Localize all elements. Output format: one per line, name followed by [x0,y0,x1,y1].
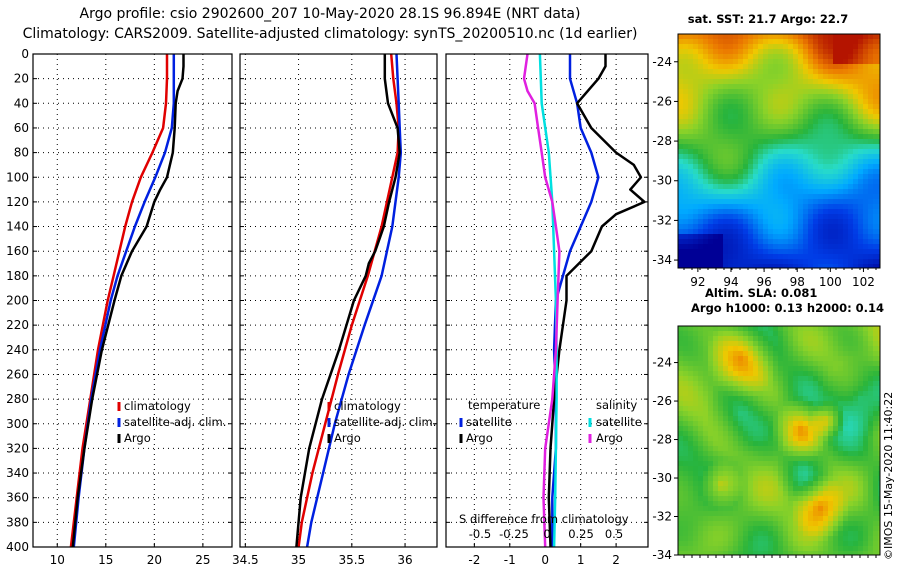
legend-label: satellite-adj. clim. [124,415,226,429]
y-tick-label: 260 [6,367,29,381]
legend-label: Argo [596,431,623,445]
y-tick-label: -28 [652,134,672,148]
sla-map-title-line1: Altim. SLA: 0.081 [705,286,817,300]
sst-map-title: sat. SST: 21.7 Argo: 22.7 [688,12,848,26]
y-tick-label: 200 [6,294,29,308]
legend-label: satellite-adj. clim. [334,415,436,429]
x-tick-label: 94 [723,275,738,289]
legend-label: Argo [466,431,493,445]
sla-heatmap [678,326,881,556]
y-tick-label: 20 [14,72,29,86]
x-tick-label: 96 [756,275,771,289]
plot-frame [239,53,438,548]
chart-title-line1: Argo profile: csio 2902600_207 10-May-20… [79,6,581,22]
y-tick-label: -34 [652,253,672,267]
legend-label: Argo [334,431,361,445]
y-tick-label: 400 [6,540,29,554]
x-tick-label: 100 [819,275,842,289]
legend-label: climatology [334,399,401,413]
sla-map-title-line2: Argo h1000: 0.13 h2000: 0.14 [691,301,884,315]
y-tick-label: 140 [6,220,29,234]
y-tick-label: 40 [14,96,29,110]
x-tick-label: 25 [195,553,210,567]
y-tick-label: 340 [6,466,29,480]
chart-title-line2: Climatology: CARS2009. Satellite-adjuste… [22,26,638,42]
legend-label: Argo [124,431,151,445]
y-tick-label: 160 [6,244,29,258]
s-axis-tick-label: -0.5 [469,527,491,541]
legend-label: climatology [124,399,191,413]
legend-label: satellite [596,415,642,429]
y-tick-label: 360 [6,491,29,505]
plot-frame [445,53,649,548]
sst-heatmap [678,34,881,269]
y-tick-label: 100 [6,170,29,184]
y-tick-label: 240 [6,343,29,357]
y-tick-label: 380 [6,515,29,529]
x-tick-label: 102 [852,275,875,289]
imos-credit: ©IMOS 15-May-2020 11:40:22 [882,391,895,560]
y-tick-label: 60 [14,121,29,135]
s-axis-tick-label: 0 [543,527,550,541]
x-tick-label: 35.5 [338,553,365,567]
y-tick-label: -24 [652,55,672,69]
x-tick-label: -1 [504,553,516,567]
series-line-salinity-satellite [538,53,558,548]
sst-map-frame [677,33,881,269]
y-tick-label: -28 [652,433,672,447]
x-tick-label: 98 [790,275,805,289]
y-tick-label: -34 [652,548,672,562]
x-tick-label: 36 [397,553,412,567]
y-tick-label: -30 [652,471,672,485]
x-tick-label: 34.5 [232,553,259,567]
y-tick-label: -32 [652,213,672,227]
legend-heading-temperature: temperature [468,398,540,412]
y-tick-label: 180 [6,269,29,283]
y-tick-label: 280 [6,392,29,406]
x-tick-label: 0 [541,553,549,567]
x-tick-label: 2 [612,553,620,567]
x-tick-label: 20 [147,553,162,567]
x-tick-label: 1 [577,553,585,567]
plot-frame [32,53,233,548]
y-tick-label: 300 [6,417,29,431]
series-line-satellite-adj-clim- [305,53,403,548]
series-line-climatology [297,53,400,548]
y-tick-label: 0 [21,47,29,61]
y-tick-label: 220 [6,318,29,332]
s-axis-tick-label: 0.25 [568,527,594,541]
y-tick-label: -26 [652,394,672,408]
s-axis-tick-label: -0.25 [499,527,529,541]
series-line-salinity-argo [522,53,561,548]
s-axis-label: S difference from climatology [459,512,629,526]
x-tick-label: 35 [291,553,306,567]
x-tick-label: -2 [468,553,480,567]
series-line-climatology [69,54,169,548]
s-axis-tick-label: 0.5 [605,527,623,541]
x-tick-label: 15 [98,553,113,567]
y-tick-label: -32 [652,510,672,524]
y-tick-label: -26 [652,94,672,108]
y-tick-label: -24 [652,356,672,370]
series-line-temperature-argo [547,54,646,548]
y-tick-label: 320 [6,441,29,455]
series-line-argo [295,54,401,548]
legend-label: satellite [466,415,512,429]
x-tick-label: 10 [50,553,65,567]
legend-heading-salinity: salinity [596,398,637,412]
x-tick-label: 92 [690,275,705,289]
y-tick-label: 120 [6,195,29,209]
series-line-argo [71,54,185,548]
y-tick-label: -30 [652,174,672,188]
y-tick-label: 80 [14,146,29,160]
sla-map-frame [677,325,881,556]
